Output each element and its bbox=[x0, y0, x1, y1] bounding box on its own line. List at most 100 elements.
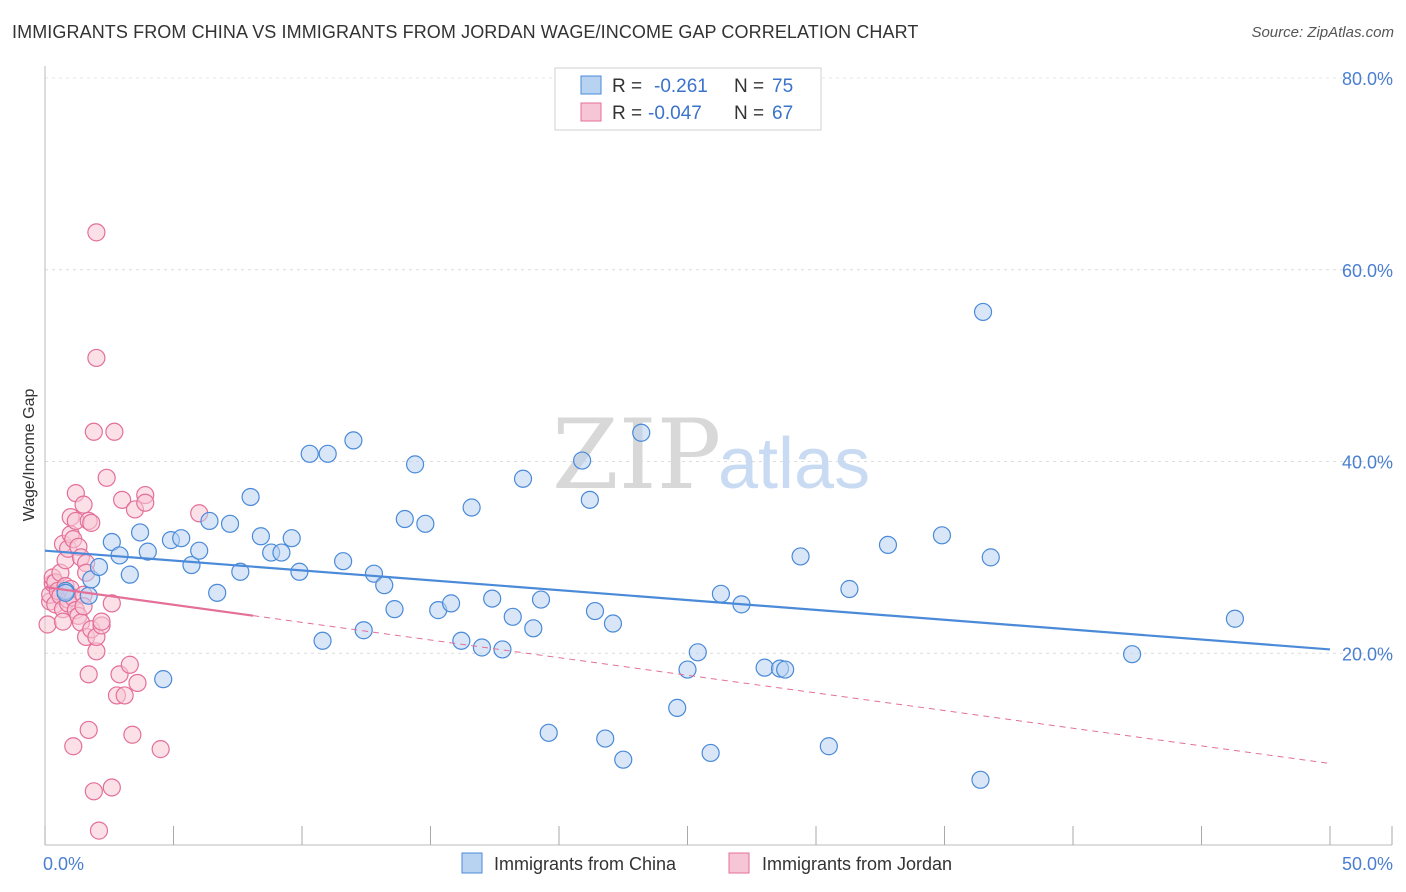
china-point bbox=[300, 444, 319, 463]
china-point bbox=[493, 640, 512, 659]
jordan-point bbox=[87, 223, 106, 242]
jordan-point bbox=[38, 615, 57, 634]
china-point bbox=[981, 548, 1000, 567]
china-point bbox=[220, 514, 240, 533]
jordan-trendline-dashed bbox=[253, 615, 1331, 765]
jordan-point bbox=[82, 513, 101, 532]
china-point bbox=[102, 532, 121, 552]
x-tick-labels: 0.0% 50.0% bbox=[43, 854, 1393, 874]
jordan-point bbox=[128, 673, 147, 693]
legend-n-label-jordan: N = bbox=[734, 103, 764, 124]
china-point bbox=[354, 621, 373, 640]
jordan-point bbox=[102, 594, 121, 613]
china-point bbox=[483, 589, 502, 608]
jordan-point bbox=[136, 493, 155, 512]
china-point bbox=[416, 514, 435, 533]
china-point bbox=[462, 498, 481, 517]
jordan-point bbox=[64, 737, 83, 756]
y-axis-label: Wage/Income Gap bbox=[21, 389, 38, 522]
china-point bbox=[668, 698, 687, 717]
china-point bbox=[531, 590, 551, 609]
china-point bbox=[120, 565, 139, 584]
china-point bbox=[688, 643, 707, 662]
china-point bbox=[840, 579, 859, 599]
china-point bbox=[711, 584, 731, 603]
source-label: Source: ZipAtlas.com bbox=[1251, 24, 1394, 41]
bottom-legend-swatch-china bbox=[461, 852, 483, 874]
china-point bbox=[932, 526, 952, 545]
china-point bbox=[385, 600, 404, 619]
jordan-point bbox=[105, 422, 124, 441]
jordan-point bbox=[120, 655, 139, 674]
jordan-point bbox=[102, 778, 121, 797]
china-point bbox=[472, 638, 491, 657]
legend-n-value-jordan: 67 bbox=[772, 103, 793, 124]
chart-title: IMMIGRANTS FROM CHINA VS IMMIGRANTS FROM… bbox=[12, 22, 919, 42]
china-point bbox=[701, 743, 720, 763]
china-point bbox=[973, 302, 993, 322]
x-tick-label-min: 0.0% bbox=[43, 854, 84, 874]
china-point bbox=[603, 614, 623, 633]
legend: R = -0.261 N = 75 R = -0.047 N = 67 bbox=[554, 67, 822, 131]
china-point bbox=[878, 535, 898, 555]
jordan-point bbox=[87, 348, 106, 368]
china-point bbox=[282, 529, 301, 548]
china-point bbox=[190, 541, 209, 560]
bottom-legend: Immigrants from China Immigrants from Jo… bbox=[461, 852, 952, 874]
china-point bbox=[632, 423, 651, 442]
china-point bbox=[755, 658, 774, 677]
china-point bbox=[441, 594, 461, 613]
china-point bbox=[272, 543, 291, 562]
legend-r-value-china: -0.261 bbox=[654, 76, 708, 97]
china-point bbox=[524, 619, 543, 638]
y-tick-label: 20.0% bbox=[1342, 644, 1393, 664]
legend-r-label-china: R = bbox=[612, 76, 642, 97]
jordan-point bbox=[115, 686, 134, 705]
china-point bbox=[1225, 609, 1245, 628]
china-point bbox=[79, 586, 98, 605]
legend-n-value-china: 75 bbox=[772, 76, 793, 97]
china-point bbox=[503, 607, 522, 626]
china-point bbox=[513, 469, 533, 488]
bottom-legend-label-jordan: Immigrants from Jordan bbox=[762, 854, 952, 874]
china-point bbox=[585, 601, 605, 621]
legend-r-value-jordan: -0.047 bbox=[648, 103, 702, 124]
china-point bbox=[971, 770, 990, 789]
china-point bbox=[819, 737, 838, 756]
china-point bbox=[405, 455, 425, 474]
china-point bbox=[573, 451, 592, 470]
china-point bbox=[452, 631, 471, 650]
x-tick-label-max: 50.0% bbox=[1342, 854, 1393, 874]
trendlines bbox=[44, 549, 1331, 765]
bottom-legend-label-china: Immigrants from China bbox=[494, 854, 677, 874]
china-point bbox=[241, 487, 260, 507]
series-china-points bbox=[56, 302, 1245, 789]
jordan-point bbox=[79, 720, 98, 740]
china-point bbox=[208, 583, 227, 602]
china-point bbox=[539, 723, 558, 742]
china-point bbox=[580, 490, 599, 509]
y-tick-label: 60.0% bbox=[1342, 261, 1393, 281]
china-point bbox=[200, 511, 219, 531]
china-point bbox=[791, 547, 810, 566]
jordan-point bbox=[79, 665, 98, 684]
china-point bbox=[678, 660, 697, 679]
y-tick-label: 80.0% bbox=[1342, 69, 1393, 89]
jordan-point bbox=[92, 612, 111, 631]
legend-swatch-china bbox=[580, 75, 602, 95]
jordan-point bbox=[123, 725, 142, 744]
china-point bbox=[172, 529, 191, 548]
jordan-point bbox=[74, 495, 93, 514]
china-point bbox=[364, 564, 384, 583]
jordan-trendline bbox=[44, 586, 254, 617]
jordan-point bbox=[84, 782, 103, 801]
china-point bbox=[614, 750, 633, 769]
legend-swatch-jordan bbox=[580, 102, 602, 122]
jordan-point bbox=[97, 468, 116, 487]
watermark-atlas: atlas bbox=[718, 424, 870, 504]
bottom-legend-swatch-jordan bbox=[728, 852, 750, 874]
china-point bbox=[395, 509, 414, 529]
china-point bbox=[334, 552, 353, 571]
jordan-point bbox=[151, 740, 170, 759]
